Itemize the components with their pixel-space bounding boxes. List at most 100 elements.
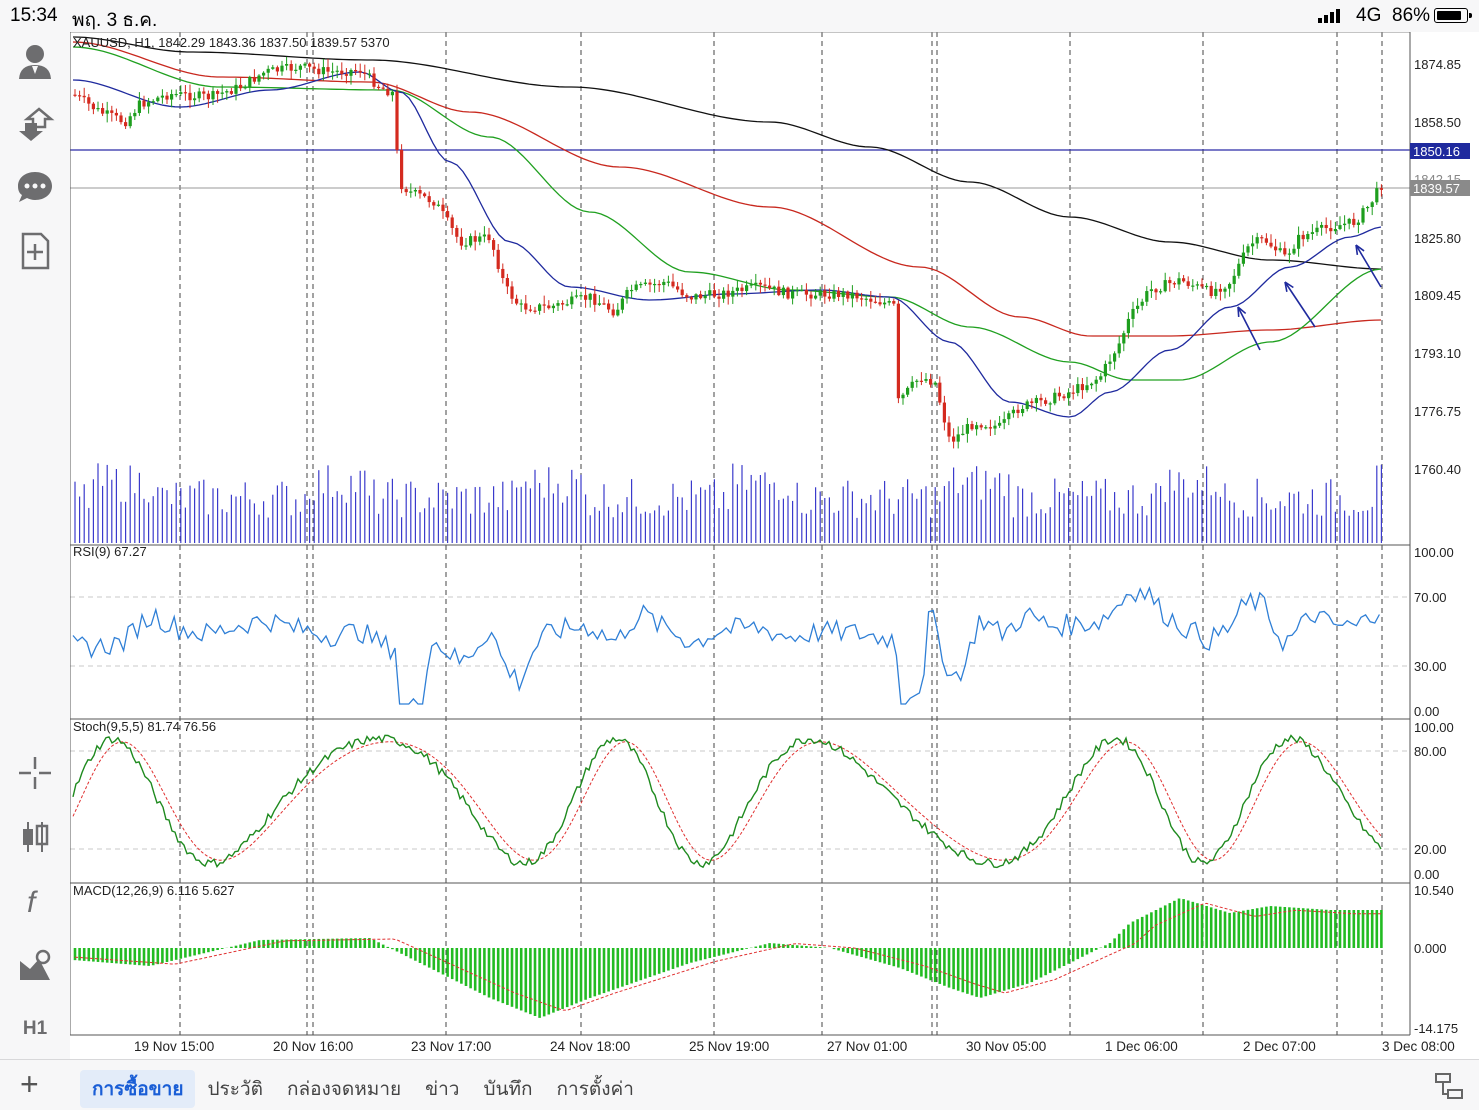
candle-body [156, 97, 160, 102]
candle-body [1136, 305, 1140, 309]
candle-body [965, 424, 969, 434]
tab-journal[interactable]: บันทึก [483, 1079, 533, 1100]
candle-body [349, 70, 353, 76]
candle-body [1131, 308, 1135, 319]
tab-mailbox[interactable]: กล่องจดหมาย [286, 1079, 402, 1100]
candle-body [128, 116, 132, 127]
candle-body [110, 110, 114, 113]
status-bar: 15:34 พฤ. 3 ธ.ค. 4G 86% [0, 0, 1479, 32]
candle-body [515, 298, 519, 304]
candle-body [1260, 237, 1264, 239]
candle-body [657, 283, 661, 286]
candle-body [1108, 361, 1112, 364]
candle-body [1283, 248, 1287, 255]
candle-body [1306, 233, 1310, 240]
macd-tick: -14.175 [1414, 1021, 1458, 1036]
hline-price-tag [1410, 143, 1470, 159]
chat-icon[interactable] [14, 166, 56, 208]
new-order-icon[interactable] [14, 230, 56, 272]
candle-body [473, 236, 477, 242]
candle-body [151, 101, 155, 103]
candle-body [1071, 392, 1075, 394]
candle-body [179, 92, 183, 94]
candle-body [1191, 285, 1195, 287]
sitemap-icon[interactable] [1434, 1072, 1464, 1100]
time-label: 25 Nov 19:00 [689, 1039, 769, 1054]
annotation-arrowhead [1237, 306, 1247, 318]
candle-body [1177, 278, 1181, 285]
tab-settings[interactable]: การตั้งค่า [556, 1079, 634, 1100]
candle-body [855, 292, 859, 299]
candle-body [390, 91, 394, 96]
candle-body [1113, 353, 1117, 362]
candle-body [1255, 237, 1259, 244]
candle-body [892, 301, 896, 304]
candle-body [1117, 343, 1121, 354]
candle-body [984, 427, 988, 429]
rsi-tick: 70.00 [1414, 590, 1447, 605]
candle-body [312, 66, 316, 69]
candle-body [469, 236, 473, 246]
candle-body [510, 286, 514, 299]
candle-body [170, 94, 174, 100]
candle-body [1361, 208, 1365, 223]
candle-body [561, 303, 565, 305]
candle-body [542, 304, 546, 306]
candle-body [165, 95, 169, 100]
indicators-icon[interactable]: f [14, 880, 56, 922]
bottom-tab-bar: + การซื้อขาย ประวัติ กล่องจดหมาย ข่าว บั… [0, 1059, 1479, 1110]
stoch-tick: 0.00 [1414, 867, 1439, 882]
candle-body [988, 427, 992, 429]
chart-area[interactable]: XAUUSD, H1, 1842.29 1843.36 1837.50 1839… [69, 31, 1479, 1059]
candle-body [262, 72, 266, 76]
rsi-line [72, 586, 1380, 705]
price-chart[interactable]: XAUUSD, H1, 1842.29 1843.36 1837.50 1839… [69, 31, 1479, 1059]
candle-body [248, 76, 252, 88]
candle-body [137, 100, 141, 113]
candle-body [625, 289, 629, 299]
candle-body [1292, 248, 1296, 254]
candle-body [285, 63, 289, 66]
candle-body [777, 286, 781, 296]
tab-news[interactable]: ข่าว [425, 1079, 460, 1100]
candle-body [1241, 252, 1245, 264]
candle-body [703, 295, 707, 299]
objects-icon[interactable] [14, 944, 56, 986]
battery-icon [1434, 8, 1472, 23]
candle-body [938, 382, 942, 403]
macd-tick: 0.000 [1414, 941, 1447, 956]
candle-body [505, 278, 509, 287]
candle-body [952, 436, 956, 442]
timeframe-button[interactable]: H1 [22, 1018, 48, 1039]
candle-body [257, 75, 261, 82]
trade-icon[interactable] [14, 104, 56, 146]
candle-body [266, 68, 270, 73]
candle-body [335, 70, 339, 72]
candle-body [413, 190, 417, 192]
tab-trade[interactable]: การซื้อขาย [80, 1070, 196, 1108]
candle-body [547, 305, 551, 309]
chart-type-icon[interactable] [14, 816, 56, 858]
annotation-arrow [1284, 281, 1316, 328]
candle-body [864, 298, 868, 300]
account-icon[interactable] [14, 40, 56, 82]
price-tick: 1825.80 [1414, 231, 1461, 246]
candle-body [873, 301, 877, 303]
candle-body [814, 295, 818, 299]
tab-history[interactable]: ประวัติ [207, 1079, 263, 1100]
time-label: 3 Dec 08:00 [1382, 1039, 1455, 1054]
add-icon[interactable]: + [20, 1066, 39, 1102]
candle-body [630, 289, 634, 292]
annotation-arrowhead [1355, 244, 1365, 256]
candle-body [183, 92, 187, 94]
candle-body [671, 281, 675, 287]
candle-body [427, 196, 431, 203]
candle-body [1103, 363, 1107, 377]
battery-percent: 86% [1392, 5, 1431, 26]
candle-body [317, 68, 321, 75]
candle-body [860, 298, 864, 300]
crosshair-icon[interactable] [14, 752, 56, 794]
candle-body [1126, 318, 1130, 334]
candle-body [119, 115, 123, 123]
candle-body [1154, 289, 1158, 293]
